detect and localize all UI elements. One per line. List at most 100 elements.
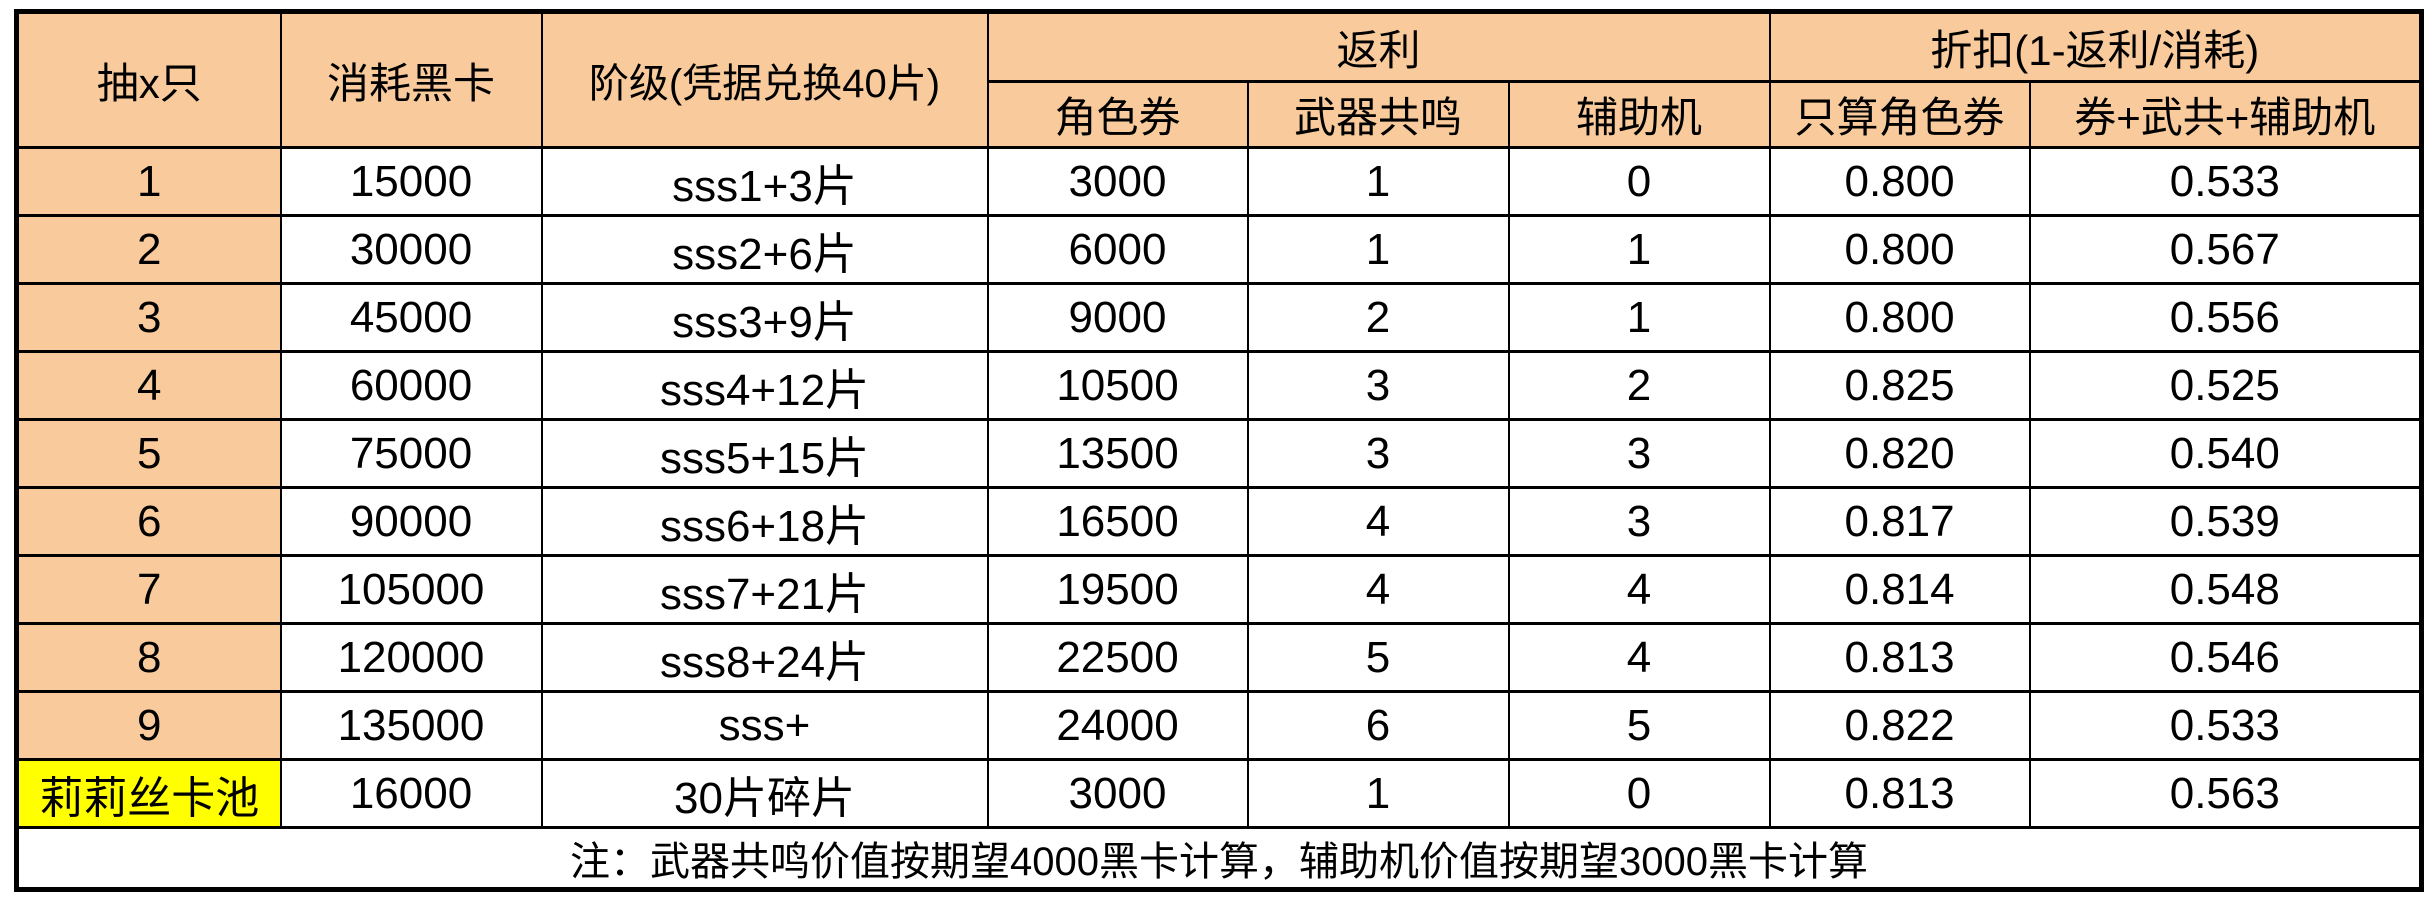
cell-rebate-support-unit: 4 — [1507, 554, 1771, 625]
cell-discount-ticket-only: 0.820 — [1768, 418, 2031, 489]
cell-cost-black-card: 60000 — [279, 350, 543, 421]
cell-discount-ticket-only: 0.800 — [1768, 282, 2031, 353]
cell-discount-all: 0.533 — [2028, 690, 2423, 761]
cell-discount-ticket-only: 0.825 — [1768, 350, 2031, 421]
footnote: 注：武器共鸣价值按期望4000黑卡计算，辅助机价值按期望3000黑卡计算 — [15, 826, 2423, 891]
cell-cost-black-card: 135000 — [279, 690, 543, 761]
cell-discount-all: 0.525 — [2028, 350, 2423, 421]
cell-cost-black-card: 105000 — [279, 554, 543, 625]
cell-discount-ticket-only: 0.813 — [1768, 622, 2031, 693]
cell-discount-all: 0.540 — [2028, 418, 2423, 489]
cell-tier: sss3+9片 — [540, 282, 989, 353]
cell-rebate-weapon-resonance: 3 — [1246, 350, 1510, 421]
table-body: 1 15000 sss1+3片 3000 1 0 0.800 0.533 2 3… — [15, 146, 2423, 829]
table-row: 6 90000 sss6+18片 16500 4 3 0.817 0.539 — [15, 486, 2423, 557]
cell-discount-ticket-only: 0.814 — [1768, 554, 2031, 625]
cell-draw-count: 5 — [15, 418, 282, 489]
cell-rebate-support-unit: 1 — [1507, 282, 1771, 353]
cell-tier: 30片碎片 — [540, 758, 989, 829]
cell-draw-count: 8 — [15, 622, 282, 693]
cell-rebate-character-ticket: 13500 — [986, 418, 1249, 489]
cell-rebate-character-ticket: 10500 — [986, 350, 1249, 421]
header-draw-count: 抽x只 — [15, 10, 282, 149]
table-row: 3 45000 sss3+9片 9000 2 1 0.800 0.556 — [15, 282, 2423, 353]
header-rebate-support-unit: 辅助机 — [1507, 80, 1771, 149]
cell-rebate-weapon-resonance: 1 — [1246, 758, 1510, 829]
cell-rebate-support-unit: 0 — [1507, 146, 1771, 217]
cell-tier: sss7+21片 — [540, 554, 989, 625]
cell-draw-count: 1 — [15, 146, 282, 217]
cell-rebate-support-unit: 0 — [1507, 758, 1771, 829]
cell-draw-count: 7 — [15, 554, 282, 625]
cell-discount-ticket-only: 0.817 — [1768, 486, 2031, 557]
table-row: 7 105000 sss7+21片 19500 4 4 0.814 0.548 — [15, 554, 2423, 625]
cell-rebate-support-unit: 3 — [1507, 486, 1771, 557]
cell-discount-ticket-only: 0.822 — [1768, 690, 2031, 761]
table-row: 9 135000 sss+ 24000 6 5 0.822 0.533 — [15, 690, 2423, 761]
cell-tier: sss+ — [540, 690, 989, 761]
header-discount-all: 券+武共+辅助机 — [2028, 80, 2423, 149]
cell-draw-count: 2 — [15, 214, 282, 285]
cell-discount-all: 0.548 — [2028, 554, 2423, 625]
cell-tier: sss8+24片 — [540, 622, 989, 693]
cell-rebate-character-ticket: 22500 — [986, 622, 1249, 693]
header-rebate-weapon-resonance: 武器共鸣 — [1246, 80, 1510, 149]
cell-rebate-character-ticket: 3000 — [986, 146, 1249, 217]
header-tier: 阶级(凭据兑换40片) — [540, 10, 989, 149]
table-row: 5 75000 sss5+15片 13500 3 3 0.820 0.540 — [15, 418, 2423, 489]
header-discount-ticket-only: 只算角色券 — [1768, 80, 2031, 149]
cell-tier: sss2+6片 — [540, 214, 989, 285]
header-group-discount: 折扣(1-返利/消耗) — [1768, 10, 2423, 83]
cell-rebate-support-unit: 4 — [1507, 622, 1771, 693]
cell-discount-all: 0.546 — [2028, 622, 2423, 693]
cell-rebate-weapon-resonance: 5 — [1246, 622, 1510, 693]
cell-discount-ticket-only: 0.800 — [1768, 146, 2031, 217]
cell-draw-count: 莉莉丝卡池 — [15, 758, 282, 829]
cell-rebate-weapon-resonance: 4 — [1246, 554, 1510, 625]
cell-rebate-character-ticket: 19500 — [986, 554, 1249, 625]
cell-rebate-weapon-resonance: 1 — [1246, 214, 1510, 285]
cell-tier: sss1+3片 — [540, 146, 989, 217]
cell-tier: sss5+15片 — [540, 418, 989, 489]
cell-discount-all: 0.567 — [2028, 214, 2423, 285]
cell-tier: sss6+18片 — [540, 486, 989, 557]
cell-discount-all: 0.563 — [2028, 758, 2423, 829]
cell-rebate-character-ticket: 16500 — [986, 486, 1249, 557]
cell-cost-black-card: 30000 — [279, 214, 543, 285]
cell-cost-black-card: 90000 — [279, 486, 543, 557]
cell-tier: sss4+12片 — [540, 350, 989, 421]
cell-rebate-support-unit: 5 — [1507, 690, 1771, 761]
header-cost-black-card: 消耗黑卡 — [279, 10, 543, 149]
cell-rebate-character-ticket: 6000 — [986, 214, 1249, 285]
cell-discount-all: 0.539 — [2028, 486, 2423, 557]
cell-cost-black-card: 120000 — [279, 622, 543, 693]
cell-cost-black-card: 16000 — [279, 758, 543, 829]
table-row: 莉莉丝卡池 16000 30片碎片 3000 1 0 0.813 0.563 — [15, 758, 2423, 829]
cell-draw-count: 4 — [15, 350, 282, 421]
cell-rebate-character-ticket: 24000 — [986, 690, 1249, 761]
table-row: 4 60000 sss4+12片 10500 3 2 0.825 0.525 — [15, 350, 2423, 421]
cell-discount-ticket-only: 0.800 — [1768, 214, 2031, 285]
cell-rebate-weapon-resonance: 6 — [1246, 690, 1510, 761]
cell-rebate-weapon-resonance: 1 — [1246, 146, 1510, 217]
cell-rebate-character-ticket: 9000 — [986, 282, 1249, 353]
cell-draw-count: 3 — [15, 282, 282, 353]
header-group-rebate: 返利 — [986, 10, 1771, 83]
cell-cost-black-card: 75000 — [279, 418, 543, 489]
rebate-table: 抽x只 消耗黑卡 阶级(凭据兑换40片) 返利 折扣(1-返利/消耗) 角色券 … — [14, 9, 2425, 892]
cell-draw-count: 9 — [15, 690, 282, 761]
table-header: 抽x只 消耗黑卡 阶级(凭据兑换40片) 返利 折扣(1-返利/消耗) 角色券 … — [15, 10, 2423, 149]
cell-rebate-support-unit: 1 — [1507, 214, 1771, 285]
table-row: 1 15000 sss1+3片 3000 1 0 0.800 0.533 — [15, 146, 2423, 217]
header-rebate-character-ticket: 角色券 — [986, 80, 1249, 149]
cell-discount-all: 0.533 — [2028, 146, 2423, 217]
table-row: 2 30000 sss2+6片 6000 1 1 0.800 0.567 — [15, 214, 2423, 285]
cell-rebate-weapon-resonance: 3 — [1246, 418, 1510, 489]
table-row: 8 120000 sss8+24片 22500 5 4 0.813 0.546 — [15, 622, 2423, 693]
cell-cost-black-card: 15000 — [279, 146, 543, 217]
cell-rebate-weapon-resonance: 4 — [1246, 486, 1510, 557]
cell-rebate-support-unit: 3 — [1507, 418, 1771, 489]
cell-cost-black-card: 45000 — [279, 282, 543, 353]
cell-discount-all: 0.556 — [2028, 282, 2423, 353]
